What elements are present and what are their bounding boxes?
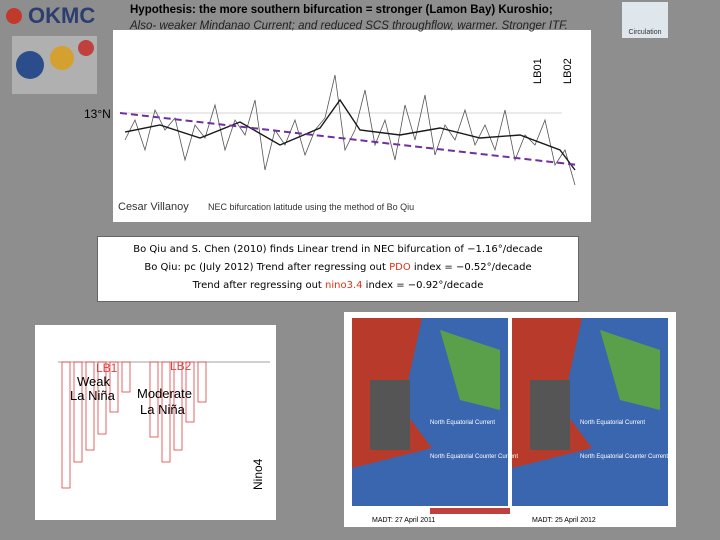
lb01-label: LB01: [532, 58, 544, 84]
nino4-label: Nino4: [251, 458, 265, 490]
author: Cesar Villanoy: [118, 201, 189, 213]
trend-line-3: Trend after regressing out nino3.4 index…: [98, 280, 578, 291]
map-date: MADT: 27 April 2011: [372, 517, 435, 524]
map-date: MADT: 25 April 2012: [532, 517, 596, 524]
moderate-label: Moderate: [137, 386, 192, 401]
caption: NEC bifurcation latitude using the metho…: [208, 202, 414, 212]
latitude-label: 13°N: [84, 107, 111, 121]
trend-line-1: Bo Qiu and S. Chen (2010) finds Linear t…: [133, 244, 543, 255]
text: Trend after regressing out: [192, 280, 326, 291]
title: Hypothesis: the more southern bifurcatio…: [130, 4, 553, 16]
trend-box: Bo Qiu and S. Chen (2010) finds Linear t…: [97, 236, 579, 302]
map-label: North Equatorial Current: [580, 420, 645, 426]
map-label: North Equatorial Current: [430, 420, 495, 426]
nino-chart: [35, 325, 276, 520]
weak-label-2: La Niña: [70, 388, 116, 403]
map-label: North Equatorial Counter Current: [580, 454, 668, 460]
corner-icon-label: Circulation: [628, 29, 661, 36]
weak-label: Weak: [77, 374, 110, 389]
highlight: PDO: [389, 262, 411, 273]
moderate-label-2: La Niña: [140, 402, 186, 417]
logo-mark: [6, 8, 22, 24]
text: Bo Qiu: pc (July 2012) Trend after regre…: [144, 262, 390, 273]
text: index = −0.92°/decade: [362, 280, 484, 291]
map-label: North Equatorial Counter Current: [430, 454, 518, 460]
lb02-label: LB02: [562, 58, 574, 84]
top-chart: [113, 30, 591, 222]
text: index = −0.52°/decade: [410, 262, 532, 273]
lb1-label: LB1: [96, 361, 118, 375]
subtitle: Also- weaker Mindanao Current; and reduc…: [130, 20, 568, 32]
corner-icon: [622, 2, 668, 38]
highlight: nino3.4: [325, 280, 363, 291]
lb2-label: LB2: [170, 359, 192, 373]
trend-line-2: Bo Qiu: pc (July 2012) Trend after regre…: [98, 262, 578, 273]
logo-text: OKMC: [28, 3, 95, 28]
nino-bars: [61, 361, 207, 489]
